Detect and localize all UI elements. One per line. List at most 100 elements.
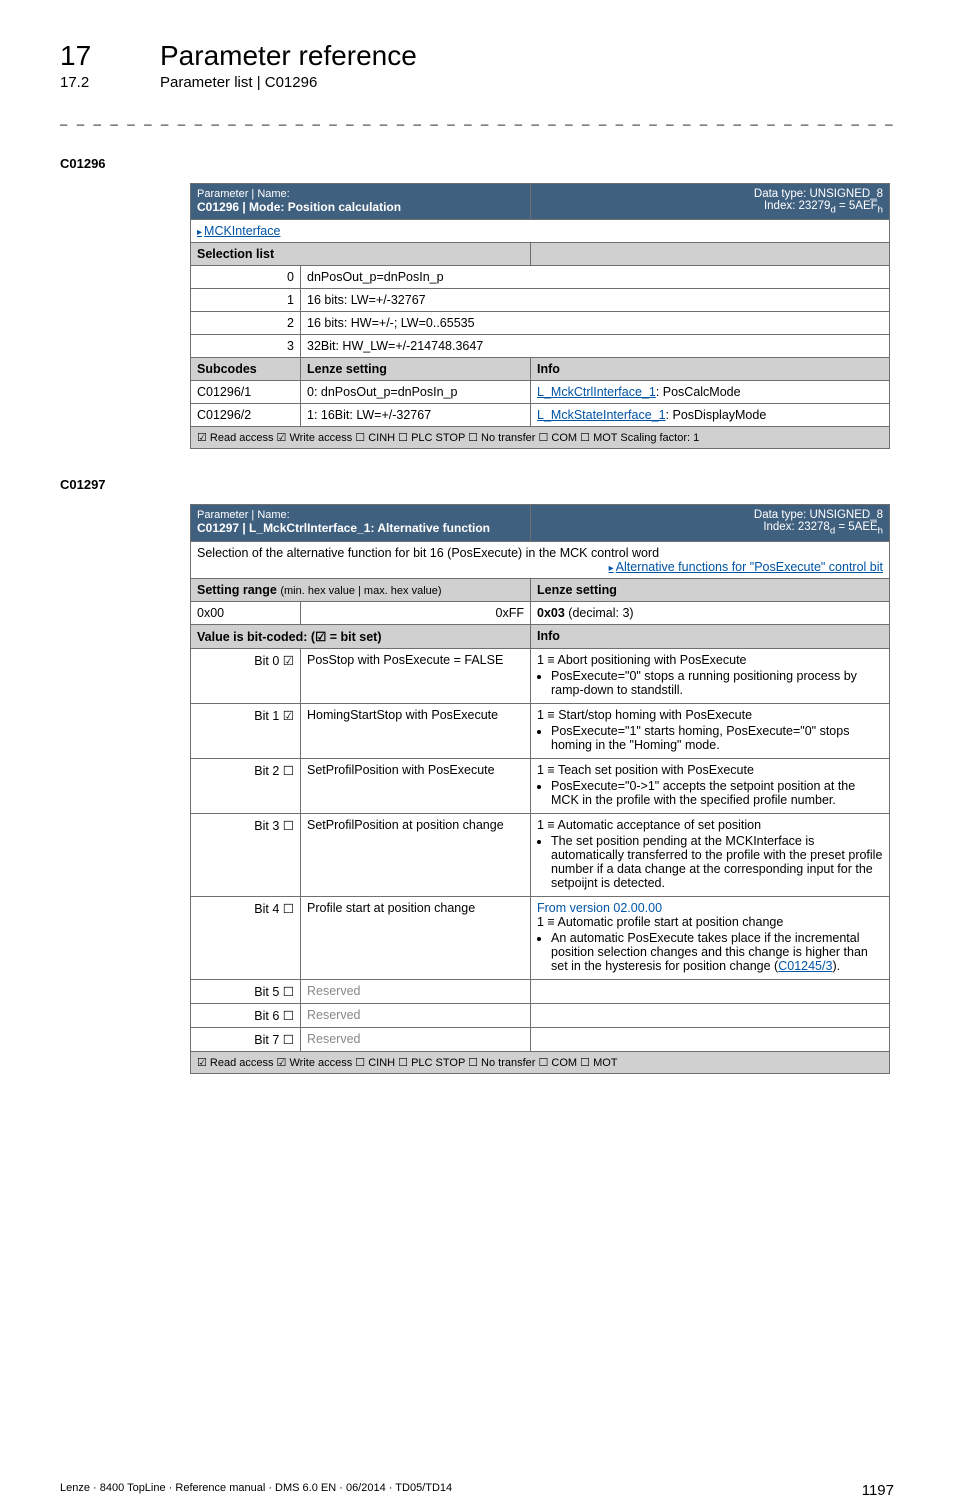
subcodes-header-row: Subcodes Lenze setting Info bbox=[191, 358, 890, 381]
bit-row: Bit 4 ☐ Profile start at position change… bbox=[191, 896, 890, 979]
info-header: Info bbox=[531, 358, 890, 381]
subcode: C01296/1 bbox=[191, 381, 301, 404]
subcode-row: C01296/2 1: 16Bit: LW=+/-32767 L_MckStat… bbox=[191, 404, 890, 427]
link-row: MCKInterface bbox=[191, 220, 890, 243]
lenze-setting-header: Lenze setting bbox=[301, 358, 531, 381]
footer-left: Lenze · 8400 TopLine · Reference manual … bbox=[60, 1482, 452, 1499]
chapter-number: 17 bbox=[60, 40, 120, 72]
bit-info: 1 ≡ Teach set position with PosExecute P… bbox=[531, 758, 890, 813]
selection-text: dnPosOut_p=dnPosIn_p bbox=[301, 266, 531, 289]
bit-info-equiv: 1 ≡ Automatic acceptance of set position bbox=[537, 818, 883, 832]
header-right: Data type: UNSIGNED_8 Index: 23278d = 5A… bbox=[531, 505, 890, 541]
meta-cell: ☑ Read access ☑ Write access ☐ CINH ☐ PL… bbox=[191, 1051, 890, 1073]
bit-info-equiv: 1 ≡ Start/stop homing with PosExecute bbox=[537, 708, 883, 722]
inner-link[interactable]: C01245/3 bbox=[778, 959, 832, 973]
selection-row: 2 16 bits: HW=+/-; LW=0..65535 bbox=[191, 312, 890, 335]
param-code-c01296: C01296 bbox=[60, 156, 894, 171]
header-right-line1: Data type: UNSIGNED_8 bbox=[537, 188, 883, 200]
bit-id: Bit 3 ☐ bbox=[191, 813, 301, 896]
selection-blank bbox=[531, 312, 890, 335]
header-right: Data type: UNSIGNED_8 Index: 23279d = 5A… bbox=[531, 184, 890, 220]
bit-row: Bit 0 ☑ PosStop with PosExecute = FALSE … bbox=[191, 648, 890, 703]
selection-idx: 1 bbox=[191, 289, 301, 312]
bit-info-bullet: PosExecute="0" stops a running positioni… bbox=[551, 669, 883, 697]
bit-info-bullet: PosExecute="0->1" accepts the setpoint p… bbox=[551, 779, 883, 807]
subcode-info: L_MckCtrlInterface_1: PosCalcMode bbox=[531, 381, 890, 404]
bit-info-list: PosExecute="1" starts homing, PosExecute… bbox=[551, 724, 883, 752]
link-cell: MCKInterface bbox=[191, 220, 890, 243]
bit-label: SetProfilPosition with PosExecute bbox=[301, 758, 531, 813]
bitcoded-header-row: Value is bit-coded: (☑ = bit set) Info bbox=[191, 624, 890, 648]
setting-range-label: Setting range (min. hex value | max. hex… bbox=[191, 578, 531, 601]
bit-info: 1 ≡ Automatic acceptance of set position… bbox=[531, 813, 890, 896]
header-right-line2: Index: 23278d = 5AEEh bbox=[537, 521, 883, 536]
bit-label: Reserved bbox=[301, 1027, 531, 1051]
info-rest: : PosDisplayMode bbox=[666, 408, 767, 422]
bit-label: Profile start at position change bbox=[301, 896, 531, 979]
bit-id: Bit 4 ☐ bbox=[191, 896, 301, 979]
subcode-setting: 0: dnPosOut_p=dnPosIn_p bbox=[301, 381, 531, 404]
bit-label: Reserved bbox=[301, 1003, 531, 1027]
selection-list-header: Selection list bbox=[191, 243, 531, 266]
bit-info-list: An automatic PosExecute takes place if t… bbox=[551, 931, 883, 973]
bit-row: Bit 1 ☑ HomingStartStop with PosExecute … bbox=[191, 703, 890, 758]
bit-info-equiv: 1 ≡ Teach set position with PosExecute bbox=[537, 763, 883, 777]
header-left: Parameter | Name: C01297 | L_MckCtrlInte… bbox=[191, 505, 531, 541]
bit-id: Bit 7 ☐ bbox=[191, 1027, 301, 1051]
chapter-title: Parameter reference bbox=[160, 40, 417, 72]
table-c01297: Parameter | Name: C01297 | L_MckCtrlInte… bbox=[190, 504, 890, 1073]
table-c01296: Parameter | Name: C01296 | Mode: Positio… bbox=[190, 183, 890, 449]
subcodes-header: Subcodes bbox=[191, 358, 301, 381]
header-right-line1: Data type: UNSIGNED_8 bbox=[537, 509, 883, 521]
setting-range-header-row: Setting range (min. hex value | max. hex… bbox=[191, 578, 890, 601]
info-rest: : PosCalcMode bbox=[656, 385, 741, 399]
bit-row: Bit 6 ☐ Reserved bbox=[191, 1003, 890, 1027]
description-row: Selection of the alternative function fo… bbox=[191, 541, 890, 578]
bit-info: 1 ≡ Start/stop homing with PosExecute Po… bbox=[531, 703, 890, 758]
subcode-info: L_MckStateInterface_1: PosDisplayMode bbox=[531, 404, 890, 427]
param-code-c01297: C01297 bbox=[60, 477, 894, 492]
info-link[interactable]: L_MckStateInterface_1 bbox=[537, 408, 666, 422]
header-left-label: Parameter | Name: bbox=[197, 509, 524, 521]
bit-info: From version 02.00.00 1 ≡ Automatic prof… bbox=[531, 896, 890, 979]
description-cell: Selection of the alternative function fo… bbox=[191, 541, 890, 578]
header-right-line2: Index: 23279d = 5AEFh bbox=[537, 200, 883, 215]
default-value-suffix: (decimal: 3) bbox=[565, 606, 634, 620]
bit-label: HomingStartStop with PosExecute bbox=[301, 703, 531, 758]
bitcoded-label: Value is bit-coded: (☑ = bit set) bbox=[191, 624, 531, 648]
selection-row: 1 16 bits: LW=+/-32767 bbox=[191, 289, 890, 312]
default-value-cell: 0x03 (decimal: 3) bbox=[531, 601, 890, 624]
description-link[interactable]: Alternative functions for "PosExecute" c… bbox=[609, 560, 883, 574]
subcode-setting: 1: 16Bit: LW=+/-32767 bbox=[301, 404, 531, 427]
bit-id: Bit 2 ☐ bbox=[191, 758, 301, 813]
bit-info bbox=[531, 1003, 890, 1027]
bit-row: Bit 5 ☐ Reserved bbox=[191, 979, 890, 1003]
selection-row: 3 32Bit: HW_LW=+/-214748.3647 bbox=[191, 335, 890, 358]
bit-id: Bit 6 ☐ bbox=[191, 1003, 301, 1027]
selection-header-row: Selection list bbox=[191, 243, 890, 266]
bit-info bbox=[531, 1027, 890, 1051]
description-text: Selection of the alternative function fo… bbox=[197, 546, 883, 560]
bit-label: SetProfilPosition at position change bbox=[301, 813, 531, 896]
header-left-value: C01297 | L_MckCtrlInterface_1: Alternati… bbox=[197, 521, 524, 535]
bit-info: 1 ≡ Abort positioning with PosExecute Po… bbox=[531, 648, 890, 703]
bit-info-equiv: 1 ≡ Automatic profile start at position … bbox=[537, 915, 883, 929]
page-footer: Lenze · 8400 TopLine · Reference manual … bbox=[0, 1482, 954, 1499]
bit-label: Reserved bbox=[301, 979, 531, 1003]
selection-text: 16 bits: LW=+/-32767 bbox=[301, 289, 531, 312]
header-left: Parameter | Name: C01296 | Mode: Positio… bbox=[191, 184, 531, 220]
bit-info-list: The set position pending at the MCKInter… bbox=[551, 834, 883, 890]
info-link[interactable]: L_MckCtrlInterface_1 bbox=[537, 385, 656, 399]
selection-text: 16 bits: HW=+/-; LW=0..65535 bbox=[301, 312, 531, 335]
selection-empty-header bbox=[531, 243, 890, 266]
selection-row: 0 dnPosOut_p=dnPosIn_p bbox=[191, 266, 890, 289]
bit-row: Bit 2 ☐ SetProfilPosition with PosExecut… bbox=[191, 758, 890, 813]
meta-row: ☑ Read access ☑ Write access ☐ CINH ☐ PL… bbox=[191, 1051, 890, 1073]
subcode-row: C01296/1 0: dnPosOut_p=dnPosIn_p L_MckCt… bbox=[191, 381, 890, 404]
meta-cell: ☑ Read access ☑ Write access ☐ CINH ☐ PL… bbox=[191, 427, 890, 449]
header-left-label: Parameter | Name: bbox=[197, 188, 524, 200]
bit-info-list: PosExecute="0->1" accepts the setpoint p… bbox=[551, 779, 883, 807]
bit-info-bullet: The set position pending at the MCKInter… bbox=[551, 834, 883, 890]
separator-rule: _ _ _ _ _ _ _ _ _ _ _ _ _ _ _ _ _ _ _ _ … bbox=[60, 111, 894, 126]
mckinterface-link[interactable]: MCKInterface bbox=[197, 224, 280, 238]
